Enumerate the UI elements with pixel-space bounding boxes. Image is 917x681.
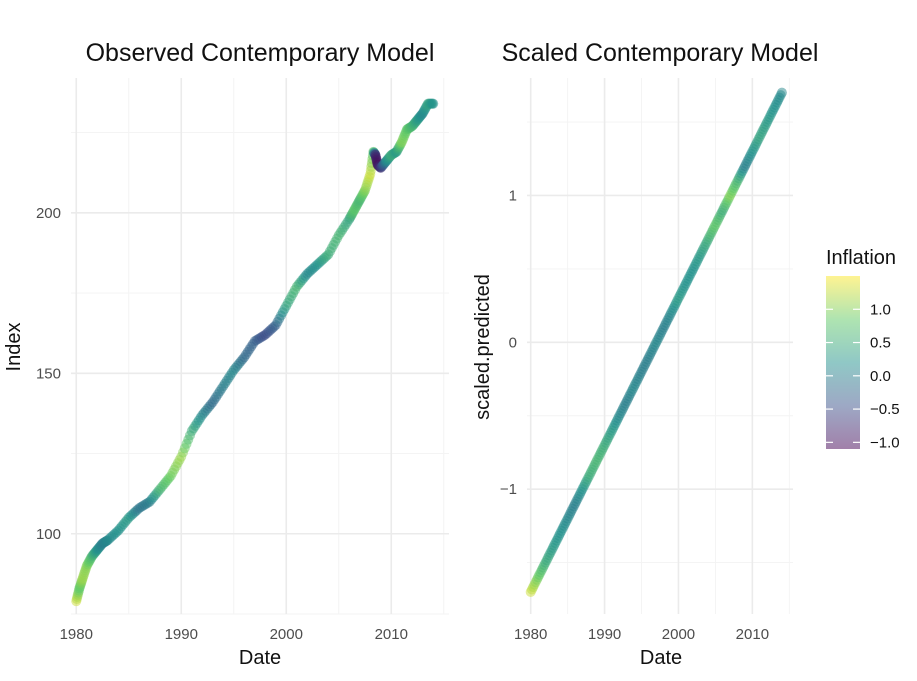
grid [71,78,449,615]
y-tick-label: 0 [509,334,517,351]
x-tick-label: 2010 [375,626,408,643]
y-axis-ticks: −1 0 1 [500,187,517,498]
x-tick-label: 1980 [60,626,93,643]
y-tick-label: −1 [500,481,517,498]
data-point [776,87,787,98]
x-axis-label: Date [239,647,281,669]
x-tick-label: 1990 [588,626,621,643]
legend-tick-label: 0.0 [870,368,891,385]
y-axis-ticks: 100 150 200 [36,205,61,543]
x-tick-label: 1980 [514,626,547,643]
legend-tick-label: 1.0 [870,301,891,318]
y-tick-label: 200 [36,205,61,222]
color-legend: Inflation 1.0 0.5 0.0 −0.5 −1.0 [826,247,900,451]
panel-observed-model: Observed Contemporary Model 1980 1990 2000… [3,39,449,669]
x-tick-label: 1990 [165,626,198,643]
x-tick-label: 2000 [662,626,695,643]
y-tick-label: 150 [36,365,61,382]
legend-title: Inflation [826,247,896,269]
y-tick-label: 1 [509,187,517,204]
legend-ticks: 1.0 0.5 0.0 −0.5 −1.0 [826,301,900,451]
panel-scaled-model: Scaled Contemporary Model 1980 1990 2000 20… [472,39,818,669]
legend-tick-label: −1.0 [870,434,900,451]
chart-title: Scaled Contemporary Model [502,39,819,67]
y-tick-label: 100 [36,526,61,543]
y-axis-label: scaled.predicted [472,274,494,420]
legend-tick-label: −0.5 [870,401,900,418]
data-points [71,98,439,607]
x-axis-label: Date [640,647,682,669]
data-points [525,87,787,597]
x-axis-ticks: 1980 1990 2000 2010 [60,626,408,643]
legend-colorbar [826,276,860,449]
y-axis-label: Index [3,323,25,372]
legend-tick-label: 0.5 [870,335,891,352]
x-tick-label: 2010 [736,626,769,643]
data-point [428,98,439,109]
chart-title: Observed Contemporary Model [86,39,435,67]
x-tick-label: 2000 [270,626,303,643]
x-axis-ticks: 1980 1990 2000 2010 [514,626,769,643]
